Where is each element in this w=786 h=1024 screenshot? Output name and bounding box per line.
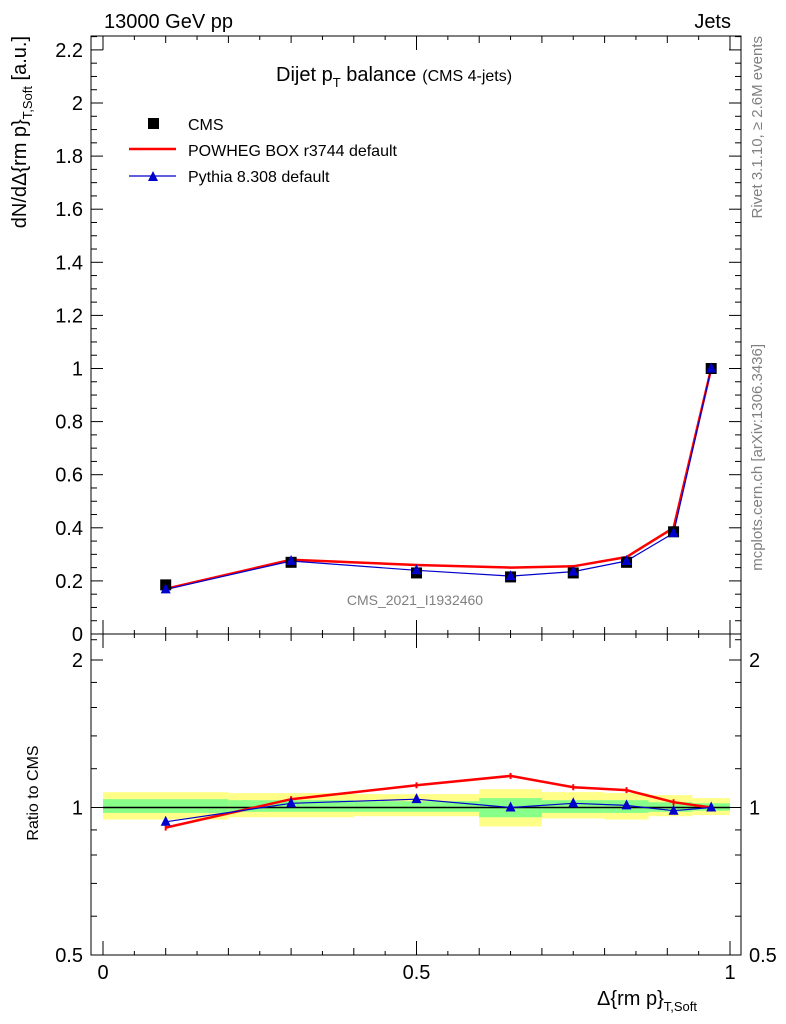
pythia-point [411,564,422,575]
ratio-y-tick-label: 1 [72,798,83,820]
ratio-y-tick-label-right: 1 [749,798,760,820]
y-tick-label: 1.8 [55,146,83,168]
mcplots-label: mcplots.cern.ch [arXiv:1306.3436] [749,344,766,571]
pythia-point [668,527,679,538]
ratio-y-tick-label: 2 [72,650,83,672]
powheg-ratio-line [165,774,712,829]
ratio-y-tick-label-right: 0.5 [749,945,777,967]
powheg-line [165,368,713,591]
xlabel-sub: T,Soft [664,999,698,1014]
legend: CMS POWHEG BOX r3744 default Pythia 8.30… [129,117,398,186]
pythia-point [706,362,717,373]
y-tick-label: 0.4 [55,518,83,540]
pythia-ratio-point [160,815,171,826]
xlabel: Δ{rm p}T,Soft [597,988,697,1014]
x-tick-label: 0.5 [403,962,431,984]
legend-marker-cms [148,118,159,129]
y-tick-label: 1.6 [55,199,83,221]
y-tick-label: 2.2 [55,40,83,62]
pythia-point [160,583,171,594]
pythia-ratio-point [286,797,297,808]
y-tick-label: 0.6 [55,465,83,487]
pythia-ratio-line [165,798,712,823]
category-label: Jets [694,11,731,33]
pythia-point [568,565,579,576]
pythia-point [286,554,297,565]
rivet-label: Rivet 3.1.10, ≥ 2.6M events [749,36,766,219]
title-sub: T [333,75,341,90]
legend-marker-pythia [148,171,158,181]
x-tick-label: 1 [724,962,735,984]
pythia-ratio-point [706,801,717,812]
pythia-ratio-point [668,804,679,815]
y-tick-label: 1.4 [55,252,83,274]
ratio-plot: 0 0.5 1 0.5 0.5 1 1 2 2 [55,633,777,984]
main-ylabel-text: dN/dΔ{rm p} [9,119,31,228]
energy-label: 13000 GeV pp [104,11,233,33]
uncertainty-band-inner [353,801,480,812]
y-tick-label: 0.8 [55,412,83,434]
pythia-ratio-point [621,799,632,810]
pythia-point [621,554,632,565]
pythia-ratio-point [411,793,422,804]
main-ylabel-unit: [a.u.] [9,36,31,86]
legend-label-pythia: Pythia 8.308 default [188,169,330,186]
main-plot: 0 0.2 0.4 0.6 0.8 1 1.2 1.4 1.6 1.8 2 2.2 [55,35,742,646]
pythia-point [505,570,516,581]
y-tick-label: 2 [72,93,83,115]
ratio-y-tick-label: 0.5 [55,945,83,967]
y-tick-label: 0.2 [55,571,83,593]
xlabel-text: Δ{rm p} [597,988,664,1010]
legend-label-cms: CMS [188,117,224,134]
watermark-label: CMS_2021_I1932460 [347,592,483,608]
x-tick-label: 0 [97,962,108,984]
title-note: (CMS 4-jets) [422,68,512,85]
pythia-ratio-point [505,801,516,812]
chart-title: Dijet pT balance (CMS 4-jets) [276,64,512,90]
pythia-ratio-point [568,797,579,808]
title-rest: balance [341,64,417,86]
main-ylabel-sub: T,Soft [20,86,35,120]
y-tick-label: 0 [72,624,83,646]
y-tick-label: 1 [72,359,83,381]
title-main: Dijet p [276,64,333,86]
pythia-line [165,368,712,590]
ratio-y-tick-label-right: 2 [749,650,760,672]
y-tick-label: 1.2 [55,305,83,327]
legend-label-powheg: POWHEG BOX r3744 default [188,143,398,160]
main-ylabel: dN/dΔ{rm p}T,Soft [a.u.] [9,36,35,228]
uncertainty-band-inner [103,799,229,813]
ratio-ylabel: Ratio to CMS [25,745,42,840]
